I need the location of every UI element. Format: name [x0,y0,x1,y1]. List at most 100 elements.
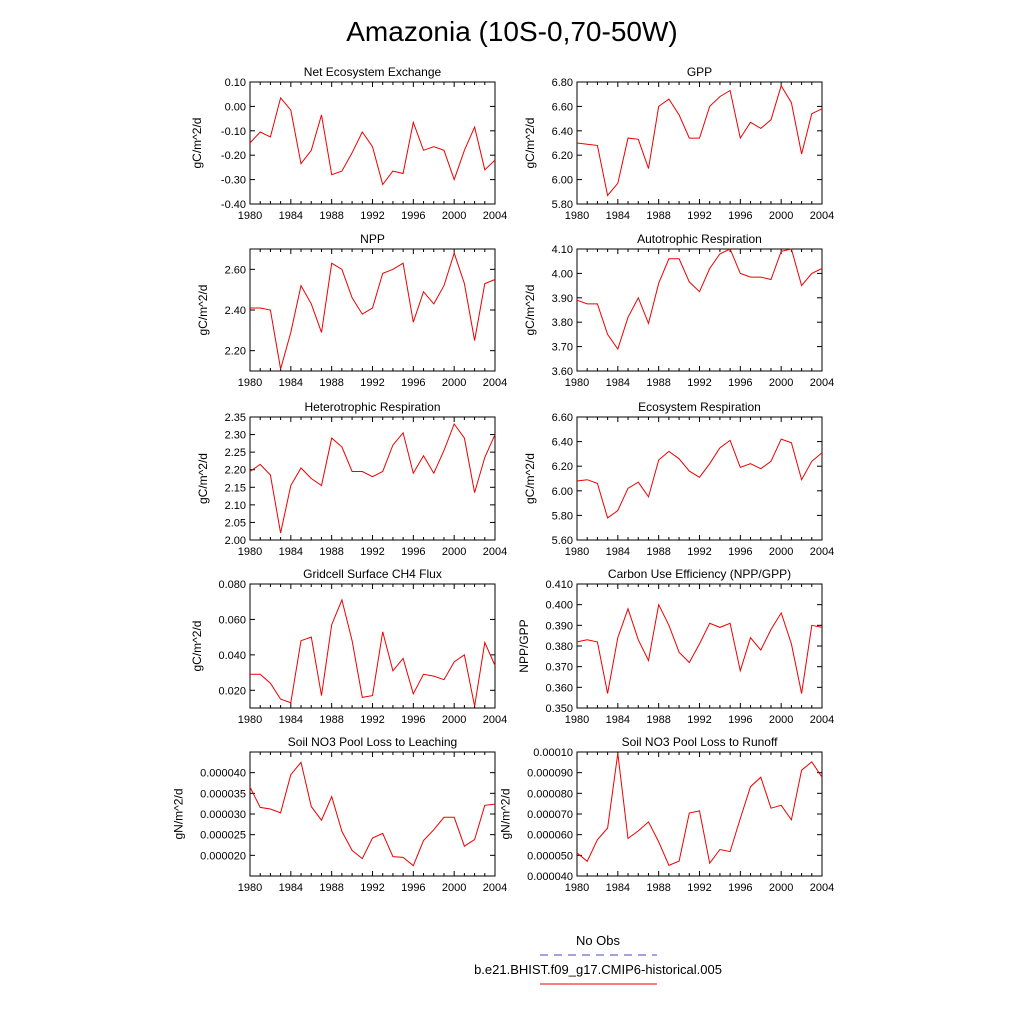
x-tick-label: 1988 [319,546,343,558]
y-tick-label: 5.80 [552,510,573,522]
series-line [250,598,496,707]
panel-title: Carbon Use Efficiency (NPP/GPP) [608,567,791,581]
panel: Heterotrophic Respiration 1980 1984 1988 199… [196,400,507,558]
x-tick-label: 1992 [360,377,384,389]
plot-frame [576,416,823,541]
y-tick-label: 2.10 [225,500,246,512]
x-tick-label: 2000 [769,714,793,726]
y-tick-label: 0.370 [545,662,573,674]
x-tick-label: 1996 [728,210,752,222]
y-tick-label: 0.000060 [527,830,573,842]
x-tick-label: 2004 [810,546,834,558]
y-tick-label: 0.000090 [527,768,573,780]
y-tick-label: -0.40 [221,199,246,211]
x-tick-label: 2000 [769,546,793,558]
y-tick-label: -0.10 [221,126,246,138]
x-tick-label: 2004 [483,546,507,558]
series-line [576,753,823,866]
y-tick-label: 0.080 [218,579,246,591]
y-tick-label: 0.410 [545,579,573,591]
panel: GPP 1980 1984 1988 1992 1996 2000 2004 5.80 6.00 6… [523,65,834,222]
x-tick-label: 1980 [565,882,589,894]
y-tick-label: 2.40 [225,305,246,317]
x-tick-label: 1980 [238,377,262,389]
y-tick-label: 6.40 [552,126,573,138]
y-tick-label: 0.000040 [200,768,246,780]
y-tick-label: 4.00 [552,268,573,280]
x-tick-label: 1996 [728,377,752,389]
x-tick-label: 1984 [279,210,303,222]
y-tick-label: 0.400 [545,600,573,612]
figure-title: Amazonia (10S-0,70-50W) [346,16,677,47]
panel: Soil NO3 Pool Loss to Runoff 1980 1984 1988… [498,735,834,894]
plot-frame [249,751,496,877]
y-tick-label: 0.000025 [200,830,246,842]
x-tick-label: 1992 [687,377,711,389]
plot-frame [576,751,823,877]
y-tick-label: 0.000035 [200,788,246,800]
y-tick-label: -0.20 [221,150,246,162]
series-line [250,251,496,370]
y-tick-label: 3.60 [552,366,573,378]
x-tick-label: 1996 [728,546,752,558]
y-tick-label: 2.05 [225,517,246,529]
y-tick-label: 5.80 [552,199,573,211]
x-tick-label: 1996 [401,546,425,558]
y-tick-label: 5.60 [552,535,573,547]
x-tick-label: 1992 [687,546,711,558]
series-line [249,422,496,534]
series-line [576,248,823,351]
y-tick-label: -0.30 [221,175,246,187]
x-tick-label: 1992 [687,210,711,222]
series-line [576,438,823,519]
y-tick-label: 6.20 [552,461,573,473]
x-tick-label: 1992 [360,882,384,894]
x-tick-label: 2000 [769,882,793,894]
legend-label-obs: No Obs [576,933,621,948]
panel-title: Soil NO3 Pool Loss to Leaching [288,735,457,749]
y-tick-label: 0.10 [225,77,246,89]
y-tick-label: 0.00 [225,101,246,113]
x-tick-label: 1988 [646,882,670,894]
panel-title: NPP [360,232,385,246]
panel-title: Soil NO3 Pool Loss to Runoff [622,735,779,749]
y-tick-label: 6.80 [552,77,573,89]
plot-frame [249,416,496,541]
x-tick-label: 1988 [319,210,343,222]
x-tick-label: 1992 [360,714,384,726]
y-tick-label: 0.380 [545,641,573,653]
x-tick-label: 1980 [565,377,589,389]
x-tick-label: 1996 [401,714,425,726]
x-tick-label: 1988 [646,210,670,222]
x-tick-label: 2000 [442,377,466,389]
y-tick-label: 3.70 [552,342,573,354]
panel: NPP 1980 1984 1988 1992 1996 2000 2004 2.20 2.40 2… [196,232,507,389]
x-tick-label: 1984 [606,210,630,222]
x-tick-label: 1992 [360,210,384,222]
x-tick-label: 2004 [810,377,834,389]
x-tick-label: 2004 [810,714,834,726]
x-tick-label: 1984 [279,714,303,726]
plot-frame [576,583,823,709]
y-tick-label: 6.20 [552,150,573,162]
x-tick-label: 2004 [810,210,834,222]
x-tick-label: 2000 [442,714,466,726]
x-tick-label: 1996 [401,882,425,894]
plot-frame [249,248,496,372]
x-tick-label: 1996 [728,882,752,894]
x-tick-label: 1984 [279,882,303,894]
y-tick-label: 2.25 [225,447,246,459]
x-tick-label: 1980 [565,714,589,726]
plot-frame [576,248,823,372]
plot-frame [576,81,823,205]
y-tick-label: 0.000080 [527,788,573,800]
legend: No Obs b.e21.BHIST.f09_g17.CMIP6-histori… [474,933,722,985]
y-tick-label: 0.060 [218,614,246,626]
plot-frame [249,81,496,205]
y-tick-label: 2.00 [225,535,246,547]
x-tick-label: 1988 [646,546,670,558]
x-tick-label: 2000 [442,882,466,894]
y-axis-label: gN/m^2/d [171,789,185,840]
y-axis-label: gN/m^2/d [498,789,512,840]
